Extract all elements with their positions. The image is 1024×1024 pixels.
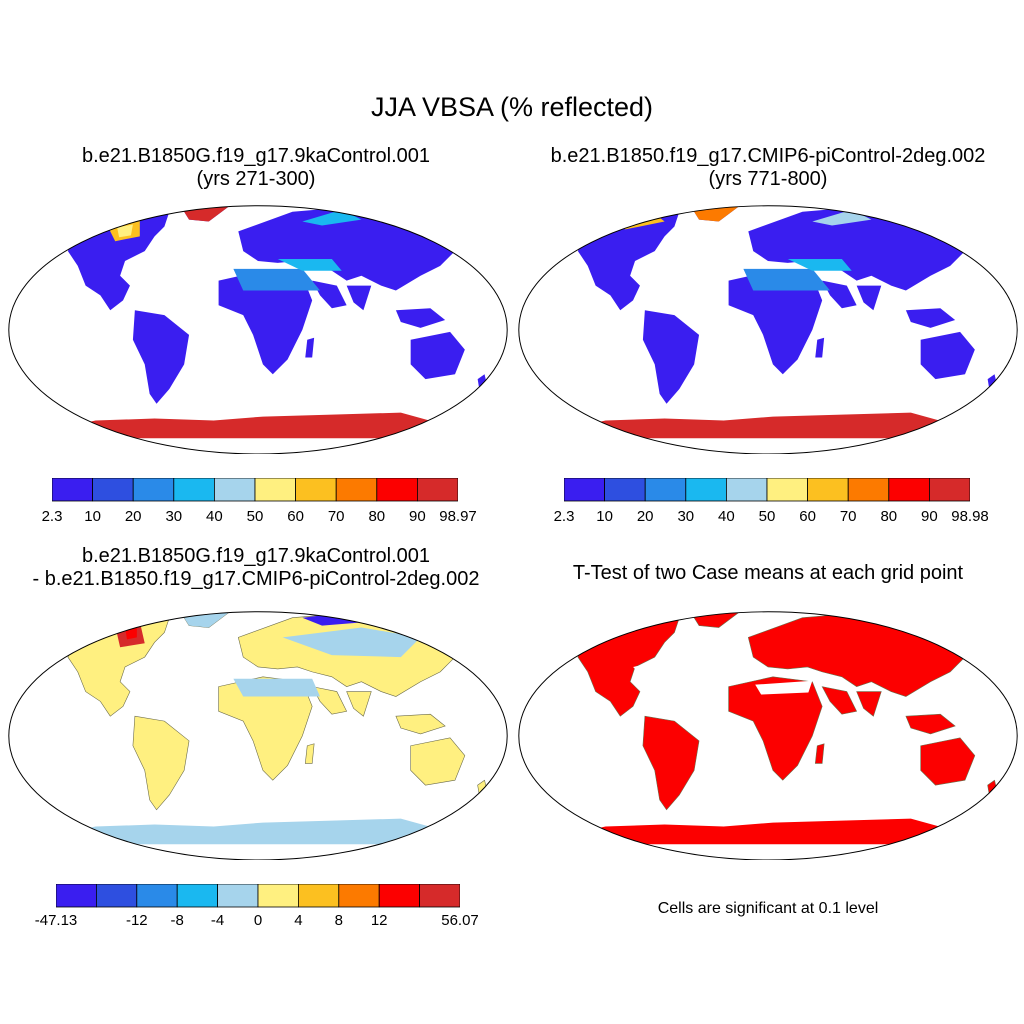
panel2-colorbar-box (888, 477, 930, 502)
panel3-colorbar-label: -47.13 (34, 912, 78, 929)
panel3-colorbar-box (419, 883, 461, 908)
panel2-colorbar-label: 50 (758, 508, 776, 525)
panel1-colorbar-box (51, 477, 93, 502)
panel3-greenland (179, 611, 229, 628)
panel1-colorbar-label: 90 (409, 508, 426, 525)
panel1-greenland (179, 205, 229, 222)
panel3-colorbar (55, 883, 461, 913)
main-title: JJA VBSA (% reflected) (370, 92, 654, 122)
panel1-colorbar-box (416, 477, 459, 502)
panel3-colorbar-box (257, 883, 299, 908)
panel3-colorbar-label: -8 (170, 912, 184, 929)
panel4-map (518, 611, 1018, 860)
panel3-title: b.e21.B1850G.f19_g17.9kaControl.001 - b.… (0, 545, 512, 591)
panel1-title: b.e21.B1850G.f19_g17.9kaControl.001 (yrs… (0, 145, 512, 191)
panel3-colorbar-box (55, 883, 97, 908)
panel1-colorbar-label: 10 (84, 508, 101, 525)
panel2-colorbar-box (725, 477, 768, 502)
panel2-colorbar-label: 98.98 (951, 508, 989, 525)
panel3-colorbar-box (297, 883, 340, 908)
panel1-colorbar-label: 50 (246, 508, 264, 525)
panel2-case: b.e21.B1850.f19_g17.CMIP6-piControl-2deg… (550, 145, 986, 167)
panel3-colorbar-label: 4 (294, 912, 303, 929)
panel3-colorbar-label: 12 (370, 912, 388, 929)
panel3-colorbar-label: 56.07 (441, 912, 479, 929)
panel4-significant-land (577, 611, 998, 811)
panel3-line2: - b.e21.B1850.f19_g17.CMIP6-piControl-2d… (32, 568, 480, 590)
panel2-arid (787, 258, 852, 271)
panel2-colorbar-label: 70 (839, 508, 857, 525)
panel2-map (518, 205, 1018, 454)
panel1-colorbar-box (376, 477, 418, 502)
panel2-colorbar-label: 80 (880, 508, 898, 525)
panel1-colorbar-box (213, 477, 256, 502)
panel1-ice-core (117, 224, 133, 238)
panel1-colorbar-box (254, 477, 296, 502)
panel1-colorbar-box (132, 477, 175, 502)
panel2-colorbar-box (563, 477, 605, 502)
panel2-colorbar-box (766, 477, 808, 502)
panel3-colorbar-label: 0 (253, 912, 263, 929)
panel4-nonsig-sahara (755, 680, 813, 695)
panel1-map (8, 205, 508, 454)
panel2-colorbar-label: 10 (596, 508, 613, 525)
panel1-sahara (233, 268, 321, 291)
panel2-colorbar-label: 2.3 (553, 508, 575, 525)
panel2-colorbar-label: 30 (677, 508, 695, 525)
panel2-colorbar-box (644, 477, 687, 502)
panel2-colorbar-box (928, 477, 971, 502)
panel3-sahara (233, 678, 321, 697)
panel2-land (577, 205, 998, 404)
panel3-colorbar-box (217, 883, 259, 908)
panel3-colorbar-label: 8 (334, 912, 343, 929)
panel2-years: (yrs 771-800) (708, 168, 828, 190)
panel1-colorbar-label: 70 (327, 508, 345, 525)
panel3-colorbar-ticks: -47.13 -12 -8 -4 0 4 8 12 56.07 (35, 912, 479, 932)
panel2-colorbar-box (604, 477, 646, 502)
panel1-colorbar-label: 2.3 (41, 508, 63, 525)
panel1-colorbar-box (92, 477, 134, 502)
panel1-colorbar-box (295, 477, 337, 502)
panel2-colorbar-ticks: 2.3 10 20 30 40 50 60 70 80 90 98.98 (554, 508, 989, 528)
panel3-map (8, 611, 508, 860)
panel1-colorbar-label: 40 (206, 508, 223, 525)
panel2-colorbar (563, 477, 971, 507)
panel1-case: b.e21.B1850G.f19_g17.9kaControl.001 (81, 145, 431, 167)
panel1-colorbar (51, 477, 459, 507)
panel3-colorbar-box (176, 883, 218, 908)
panel2-colorbar-label: 40 (718, 508, 735, 525)
panel3-line1: b.e21.B1850G.f19_g17.9kaControl.001 (81, 545, 431, 567)
panel4-note: Cells are significant at 0.1 level (657, 900, 879, 917)
panel2-greenland (689, 205, 739, 222)
panel3-colorbar-box (378, 883, 421, 908)
panel1-colorbar-label: 30 (165, 508, 183, 525)
panel1-colorbar-label: 60 (287, 508, 304, 525)
panel1-years: (yrs 271-300) (196, 168, 316, 190)
panel1-colorbar-box (173, 477, 215, 502)
panel2-colorbar-box (685, 477, 727, 502)
panel2-colorbar-label: 20 (636, 508, 654, 525)
panel3-colorbar-box (136, 883, 178, 908)
panel3-siberia (282, 627, 421, 658)
panel1-colorbar-label: 98.97 (439, 508, 477, 525)
panel2-sahara (743, 268, 831, 291)
panel2-colorbar-box (807, 477, 849, 502)
panel2-title: b.e21.B1850.f19_g17.CMIP6-piControl-2deg… (512, 145, 1024, 191)
panel2-colorbar-box (847, 477, 890, 502)
panel4-title: T-Test of two Case means at each grid po… (572, 562, 964, 584)
panel3-colorbar-label: -12 (125, 912, 148, 929)
panel3-colorbar-label: -4 (210, 912, 225, 929)
panel1-colorbar-label: 80 (368, 508, 386, 525)
panel2-colorbar-label: 90 (921, 508, 938, 525)
panel2-colorbar-label: 60 (799, 508, 816, 525)
panel3-colorbar-box (96, 883, 138, 908)
panel1-colorbar-label: 20 (124, 508, 142, 525)
panel1-colorbar-ticks: 2.3 10 20 30 40 50 60 70 80 90 98.97 (42, 508, 477, 528)
panel1-colorbar-box (335, 477, 378, 502)
panel3-colorbar-box (338, 883, 380, 908)
panel1-arid (277, 258, 342, 271)
panel4-nonsig-patch (633, 664, 643, 675)
